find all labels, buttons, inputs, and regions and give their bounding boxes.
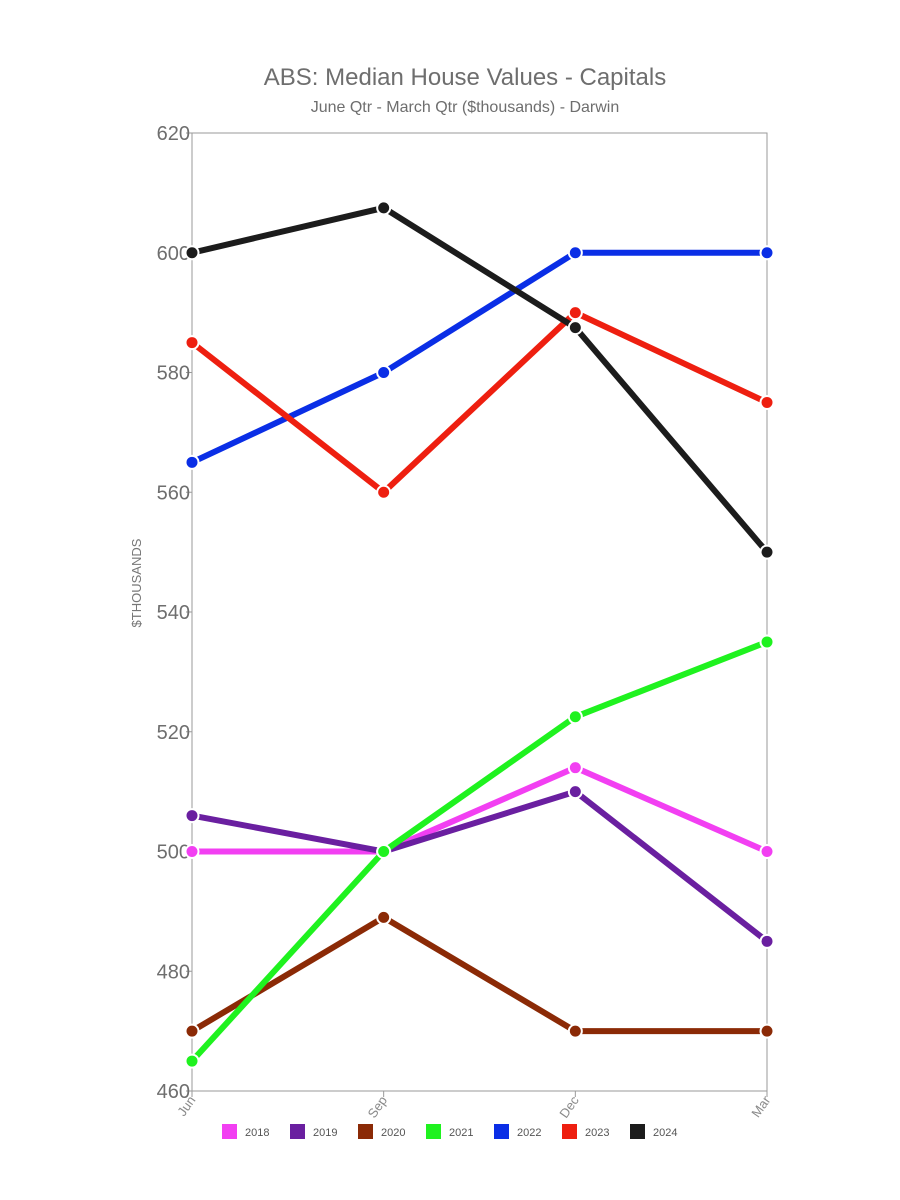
data-point[interactable] <box>567 245 583 261</box>
series-2021 <box>184 634 775 1069</box>
data-point[interactable] <box>759 394 775 410</box>
legend-label: 2022 <box>517 1127 541 1139</box>
legend-item[interactable]: 2020 <box>358 1124 405 1139</box>
data-point[interactable] <box>376 200 392 216</box>
data-point[interactable] <box>376 484 392 500</box>
legend-item[interactable]: 2018 <box>222 1124 269 1139</box>
data-point[interactable] <box>184 1053 200 1069</box>
series-line <box>189 914 770 1035</box>
data-point[interactable] <box>376 365 392 380</box>
y-tick-label: 620 <box>157 123 190 145</box>
x-tick-label: Mar <box>748 1093 774 1120</box>
data-point[interactable] <box>567 305 583 321</box>
y-tick-label: 480 <box>157 961 190 983</box>
data-point[interactable] <box>184 1023 200 1039</box>
y-tick-label: 460 <box>157 1081 190 1103</box>
data-point[interactable] <box>184 335 200 351</box>
plot-frame <box>191 132 768 1092</box>
data-point[interactable] <box>567 709 583 725</box>
legend-swatch <box>426 1124 441 1139</box>
chart-title: ABS: Median House Values - Capitals <box>264 64 666 91</box>
series-2024 <box>184 200 775 560</box>
data-point[interactable] <box>567 1023 583 1039</box>
y-tick-label: 580 <box>157 363 190 385</box>
legend-label: 2021 <box>449 1127 473 1139</box>
y-tick-label: 500 <box>157 842 190 864</box>
series-line <box>189 309 770 496</box>
y-axis-label: $THOUSANDS <box>129 538 144 627</box>
data-point[interactable] <box>184 245 200 261</box>
y-tick-label: 600 <box>157 243 190 265</box>
data-point[interactable] <box>759 844 775 859</box>
legend-swatch <box>562 1124 577 1139</box>
series-line <box>189 764 770 855</box>
data-point[interactable] <box>567 760 583 776</box>
chart-subtitle: June Qtr - March Qtr ($thousands) - Darw… <box>311 99 620 116</box>
data-point[interactable] <box>184 454 200 470</box>
series-layer <box>184 200 775 1069</box>
data-point[interactable] <box>759 933 775 949</box>
series-line <box>189 638 770 1065</box>
series-2018 <box>184 760 775 859</box>
series-2023 <box>184 305 775 500</box>
x-tick-label: Sep <box>365 1093 391 1121</box>
data-point[interactable] <box>376 909 392 925</box>
series-2020 <box>184 909 775 1039</box>
legend-label: 2024 <box>653 1127 677 1139</box>
data-point[interactable] <box>759 634 775 650</box>
legend-swatch <box>290 1124 305 1139</box>
legend-item[interactable]: 2022 <box>494 1124 541 1139</box>
data-point[interactable] <box>759 544 775 560</box>
data-point[interactable] <box>184 808 200 824</box>
legend-label: 2020 <box>381 1127 405 1139</box>
legend-label: 2023 <box>585 1127 609 1139</box>
legend-swatch <box>358 1124 373 1139</box>
series-line <box>189 249 770 466</box>
series-2022 <box>184 245 775 470</box>
x-tick-label: Dec <box>556 1093 582 1121</box>
legend-item[interactable]: 2019 <box>290 1124 337 1139</box>
data-point[interactable] <box>759 1023 775 1039</box>
data-point[interactable] <box>376 844 392 859</box>
data-point[interactable] <box>567 320 583 336</box>
legend-item[interactable]: 2024 <box>630 1124 677 1139</box>
legend-swatch <box>630 1124 645 1139</box>
y-tick-label: 560 <box>157 482 190 504</box>
legend-swatch <box>222 1124 237 1139</box>
data-point[interactable] <box>567 784 583 800</box>
legend-item[interactable]: 2021 <box>426 1124 473 1139</box>
series-line <box>189 204 770 556</box>
legend-item[interactable]: 2023 <box>562 1124 609 1139</box>
data-point[interactable] <box>184 844 200 859</box>
data-point[interactable] <box>759 245 775 261</box>
y-tick-label: 520 <box>157 722 190 744</box>
y-tick-label: 540 <box>157 602 190 624</box>
legend: 2018 2019 2020 2021 2022 2023 2024 <box>222 1124 677 1139</box>
series-line <box>189 788 770 945</box>
legend-swatch <box>494 1124 509 1139</box>
legend-label: 2019 <box>313 1127 337 1139</box>
legend-label: 2018 <box>245 1127 269 1139</box>
